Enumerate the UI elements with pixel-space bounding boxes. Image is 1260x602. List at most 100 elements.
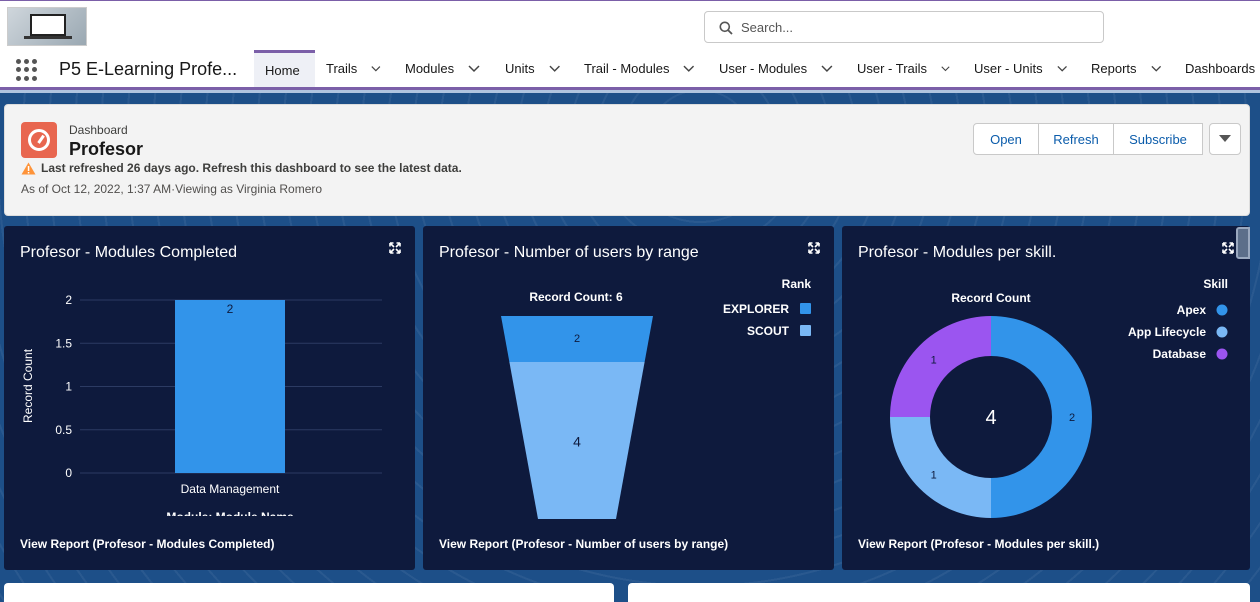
chevron-down-icon bbox=[1219, 135, 1231, 142]
slice-data-label: 2 bbox=[1069, 412, 1075, 424]
bottom-card-right bbox=[628, 583, 1250, 602]
tab-dashboards[interactable]: Dashboards bbox=[1174, 50, 1256, 87]
panel-title: Profesor - Number of users by range bbox=[439, 244, 699, 261]
legend-swatch bbox=[800, 303, 811, 314]
legend-swatch bbox=[1216, 348, 1228, 360]
slice-data-label: 1 bbox=[931, 355, 937, 367]
x-axis-label: Module: Module Name bbox=[166, 510, 294, 516]
as-of-text: As of Oct 12, 2022, 1:37 AM·Viewing as V… bbox=[21, 182, 323, 196]
legend-title: Rank bbox=[782, 277, 812, 291]
funnel-segment bbox=[501, 316, 653, 363]
panel-modules-completed: Profesor - Modules Completed 0 0.5 1 1.5 2 Re… bbox=[4, 226, 415, 570]
tab-label: User - Units bbox=[974, 61, 1043, 76]
panel-users-by-range: Profesor - Number of users by range Reco… bbox=[423, 226, 834, 570]
view-report-link[interactable]: View Report (Profesor - Number of users … bbox=[439, 537, 729, 551]
panel-modules-per-skill: Profesor - Modules per skill. Record Cou… bbox=[842, 226, 1250, 570]
laptop-icon bbox=[30, 14, 66, 36]
refresh-button[interactable]: Refresh bbox=[1038, 123, 1114, 155]
chevron-down-icon[interactable] bbox=[371, 65, 381, 73]
donut-slice bbox=[890, 417, 991, 518]
funnel-data-label: 4 bbox=[573, 434, 581, 450]
subscribe-button[interactable]: Subscribe bbox=[1113, 123, 1203, 155]
dashboard-actions: Open Refresh Subscribe bbox=[973, 123, 1241, 155]
tab-label: Trails bbox=[326, 61, 358, 76]
dashboard-gauge-icon bbox=[21, 122, 57, 158]
tab-user-units[interactable]: User - Units bbox=[963, 50, 1080, 87]
expand-icon[interactable] bbox=[389, 242, 401, 254]
x-tick-label: Data Management bbox=[181, 482, 280, 496]
legend-swatch bbox=[1216, 326, 1228, 338]
y-tick-label: 0.5 bbox=[55, 423, 72, 437]
chevron-down-icon[interactable] bbox=[468, 64, 480, 73]
bar-chart: 0 0.5 1 1.5 2 Record Count 2 Data Management Mod… bbox=[21, 293, 382, 516]
legend-label: EXPLORER bbox=[723, 302, 789, 316]
funnel-data-label: 2 bbox=[574, 333, 580, 345]
y-tick-label: 0 bbox=[65, 466, 72, 480]
y-tick-label: 1 bbox=[65, 380, 72, 394]
chevron-down-icon[interactable] bbox=[821, 65, 833, 73]
legend-label: SCOUT bbox=[747, 324, 790, 338]
funnel-chart: Record Count: 6 Rank EXPLORER SCOUT 2 4 bbox=[501, 277, 812, 519]
donut-slice bbox=[890, 316, 991, 417]
y-axis-label: Record Count bbox=[21, 348, 35, 423]
legend-label: App Lifecycle bbox=[1128, 325, 1206, 339]
tab-label: Dashboards bbox=[1185, 61, 1256, 76]
y-tick-label: 1.5 bbox=[55, 336, 72, 350]
tab-user-modules[interactable]: User - Modules bbox=[708, 50, 846, 87]
dashboard-canvas: Dashboard Profesor Last refreshed 26 day… bbox=[0, 93, 1260, 602]
tab-trails[interactable]: Trails bbox=[315, 50, 394, 87]
chevron-down-icon[interactable] bbox=[1150, 65, 1161, 73]
chevron-down-icon[interactable] bbox=[1057, 65, 1067, 73]
expand-icon[interactable] bbox=[808, 242, 820, 254]
app-launcher-icon[interactable] bbox=[16, 59, 38, 81]
donut-slice bbox=[991, 316, 1092, 518]
global-search[interactable] bbox=[704, 11, 1104, 43]
search-icon bbox=[719, 21, 733, 35]
donut-chart: Record Count Skill Apex App Lifecycle Databa… bbox=[890, 277, 1228, 518]
top-bar bbox=[0, 0, 1260, 50]
view-report-link[interactable]: View Report (Profesor - Modules Complete… bbox=[20, 537, 275, 551]
search-input[interactable] bbox=[741, 17, 1091, 37]
tab-user-trails[interactable]: User - Trails bbox=[846, 50, 963, 87]
tab-units[interactable]: Units bbox=[494, 50, 573, 87]
tab-label: Modules bbox=[405, 61, 455, 76]
legend-swatch bbox=[1216, 304, 1228, 316]
donut-header: Record Count bbox=[951, 291, 1030, 305]
tab-label: User - Modules bbox=[719, 61, 808, 76]
donut-center-total: 4 bbox=[985, 407, 996, 429]
refresh-warning: Last refreshed 26 days ago. Refresh this… bbox=[21, 161, 462, 175]
legend-label: Apex bbox=[1177, 303, 1207, 317]
tab-trail-modules[interactable]: Trail - Modules bbox=[573, 50, 708, 87]
y-tick-label: 2 bbox=[65, 293, 72, 307]
tab-home[interactable]: Home bbox=[254, 50, 315, 87]
tab-modules[interactable]: Modules bbox=[394, 50, 494, 87]
expand-icon[interactable] bbox=[1222, 242, 1234, 254]
legend-label: Database bbox=[1153, 347, 1207, 361]
tab-label: Home bbox=[265, 62, 300, 78]
legend-title: Skill bbox=[1203, 277, 1228, 291]
side-panel-handle[interactable] bbox=[1236, 227, 1250, 259]
more-actions-button[interactable] bbox=[1209, 123, 1241, 155]
refresh-warning-text: Last refreshed 26 days ago. Refresh this… bbox=[41, 161, 462, 175]
chevron-down-icon[interactable] bbox=[549, 65, 560, 73]
tab-label: User - Trails bbox=[857, 61, 928, 76]
tab-label: Reports bbox=[1091, 61, 1137, 76]
panel-title: Profesor - Modules Completed bbox=[20, 244, 237, 261]
tab-reports[interactable]: Reports bbox=[1080, 50, 1174, 87]
bottom-card-left bbox=[4, 583, 614, 602]
funnel-segment bbox=[509, 362, 645, 519]
dashboard-type-label: Dashboard bbox=[69, 123, 128, 137]
chevron-down-icon[interactable] bbox=[941, 65, 950, 73]
nav-tabs: Home Trails Modules Units Trail - Modules Use… bbox=[254, 50, 1256, 87]
app-name: P5 E-Learning Profe... bbox=[59, 59, 238, 79]
dashboard-title: Profesor bbox=[69, 139, 144, 159]
slice-data-label: 1 bbox=[931, 469, 937, 481]
tab-label: Units bbox=[505, 61, 535, 76]
view-report-link[interactable]: View Report (Profesor - Modules per skil… bbox=[858, 537, 1100, 551]
nav-bar: P5 E-Learning Profe... Home Trails Modules… bbox=[0, 50, 1260, 90]
chevron-down-icon[interactable] bbox=[683, 65, 695, 73]
bar-data-label: 2 bbox=[227, 302, 234, 316]
tab-label: Trail - Modules bbox=[584, 61, 670, 76]
open-button[interactable]: Open bbox=[973, 123, 1039, 155]
org-logo[interactable] bbox=[7, 7, 87, 46]
